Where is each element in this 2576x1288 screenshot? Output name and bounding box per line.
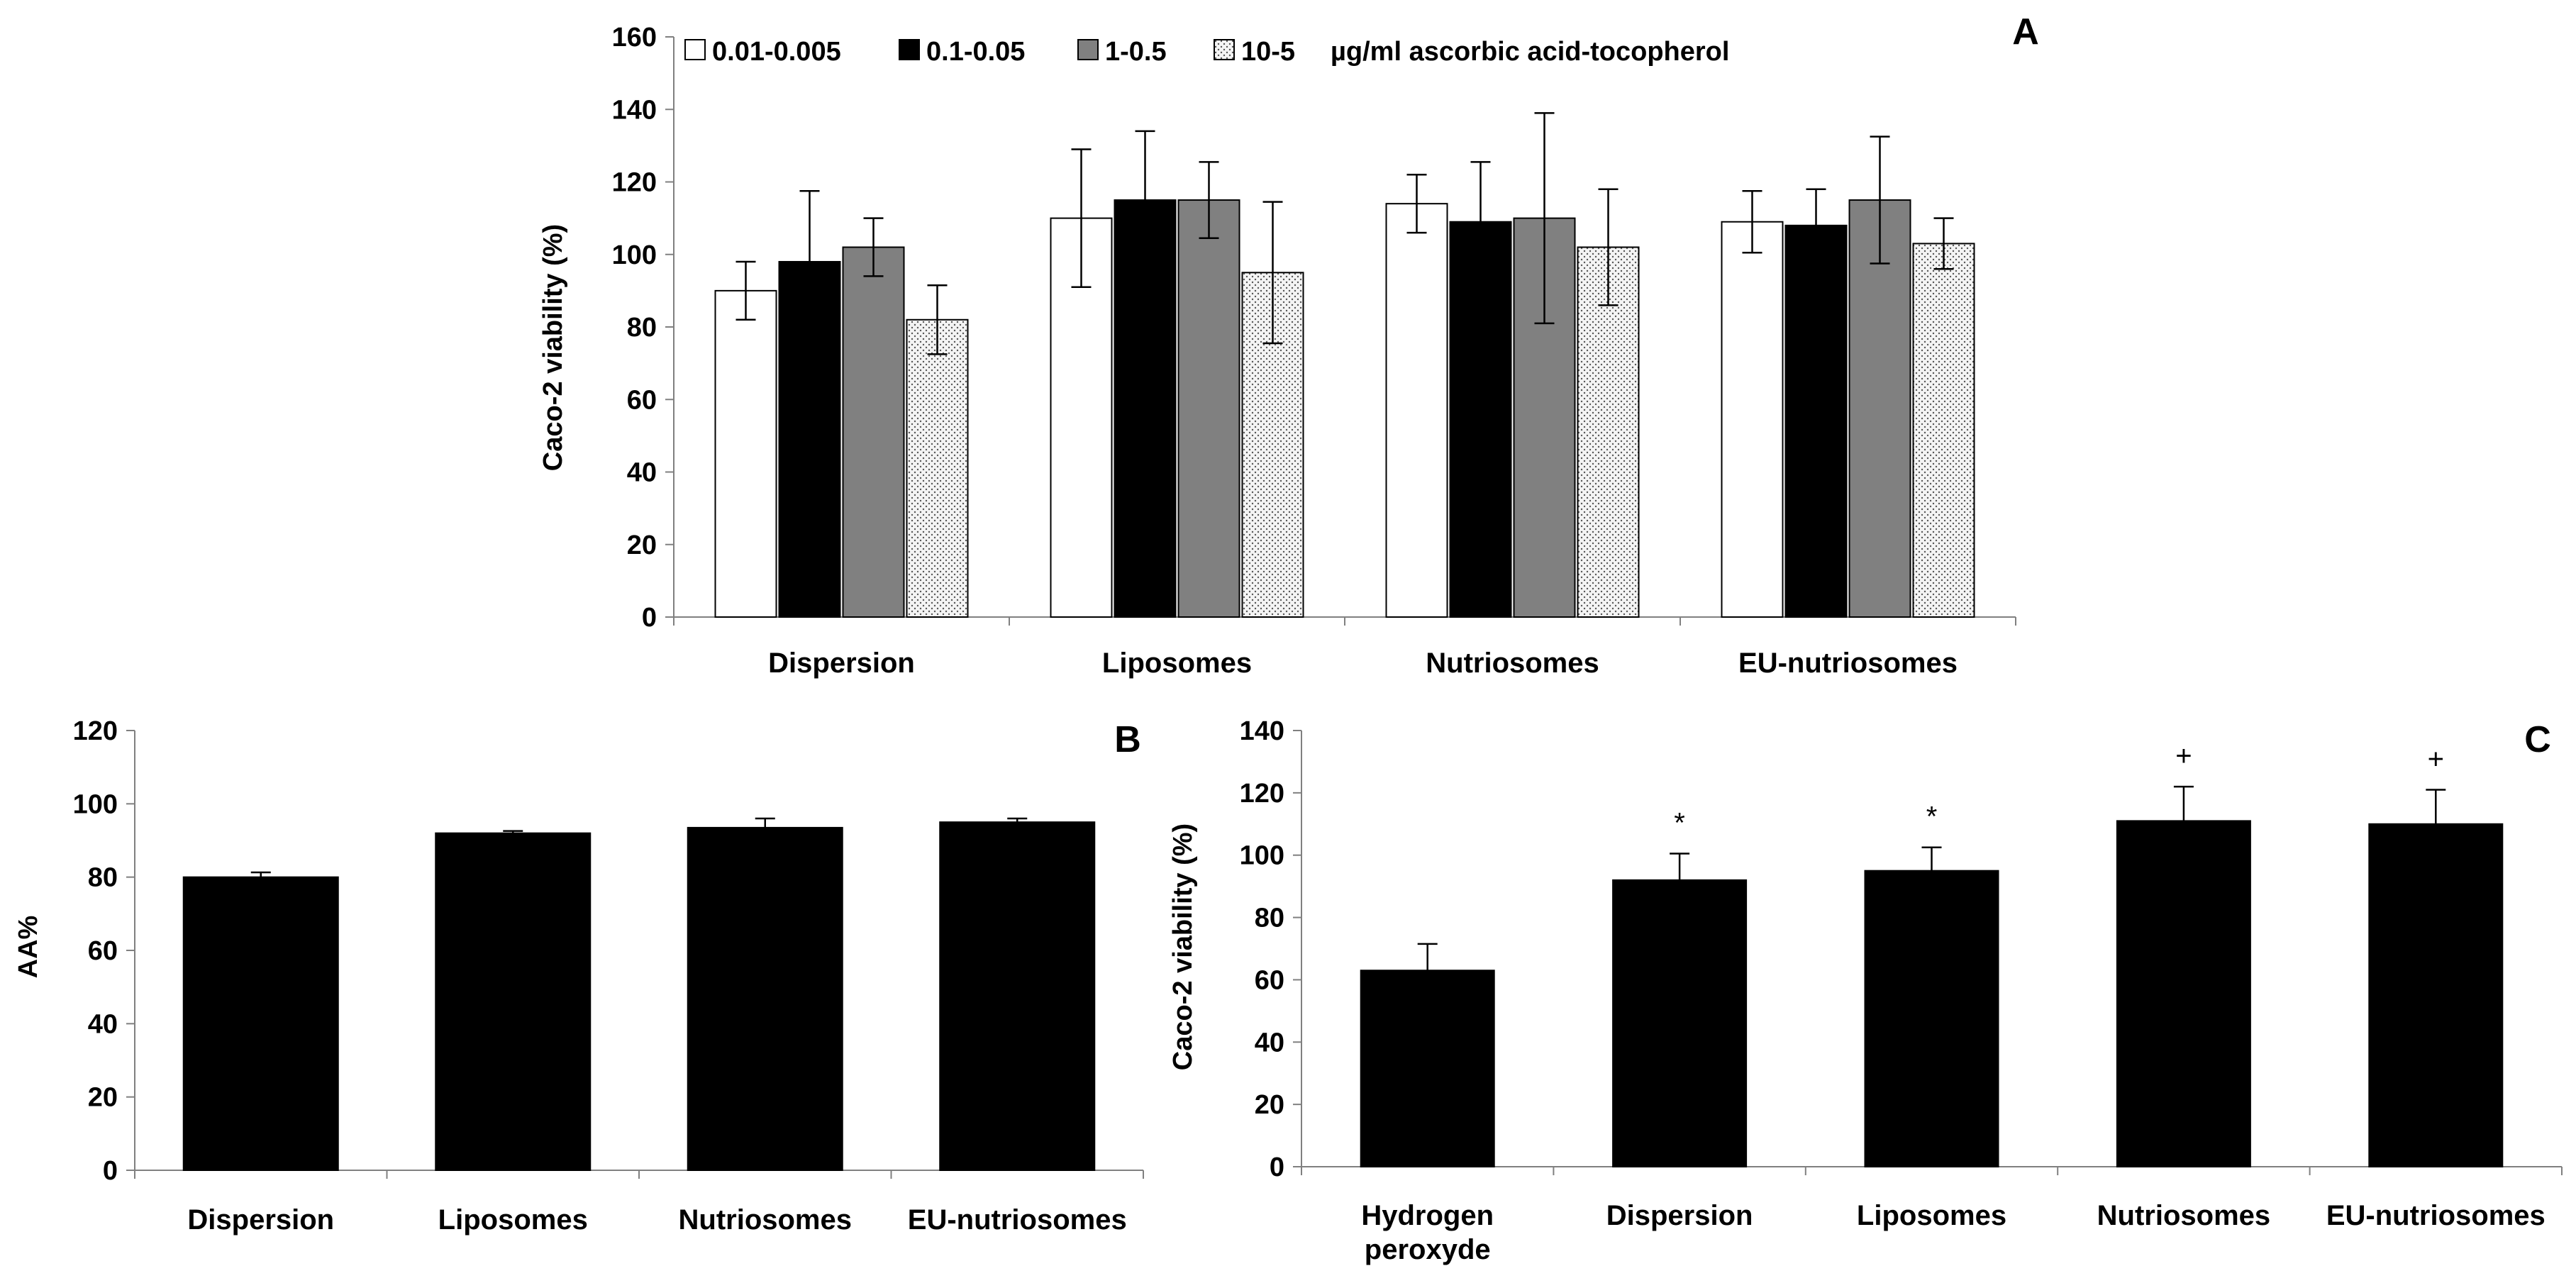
panel-c-bar (1612, 879, 1748, 1168)
panel-a-bar (1385, 203, 1448, 618)
panel-a-y-tick-label: 140 (612, 95, 657, 125)
panel-b-letter: B (1114, 719, 1141, 760)
panel-b-bar (435, 832, 592, 1171)
panel-b-y-tick-label: 0 (103, 1156, 118, 1186)
panel-b-category-label: Dispersion (187, 1204, 334, 1236)
panel-a-letter: A (2012, 11, 2039, 52)
panel-b-chart: AA% B 0 20 40 60 80 100 120 Dispersion Liposomes… (13, 716, 1144, 1236)
panel-a-y-tick-label: 40 (627, 458, 657, 488)
panel-c-category-label: EU-nutriosomes (2326, 1200, 2546, 1231)
panel-a-legend-swatch (1214, 39, 1235, 60)
panel-b-category-label: Nutriosomes (679, 1204, 853, 1236)
panel-c-category-label: Nutriosomes (2097, 1200, 2271, 1231)
panel-a-bar (1721, 221, 1784, 618)
panel-a-category-label: EU-nutriosomes (1738, 648, 1958, 679)
panel-a-y-tick-label: 80 (627, 313, 657, 343)
panel-c-y-tick-label: 120 (1240, 779, 1284, 809)
panel-b-y-tick-label: 80 (88, 863, 118, 893)
panel-a-legend-swatch (684, 39, 706, 60)
panel-c-y-axis-title: Caco-2 viability (%) (1168, 823, 1198, 1070)
panel-a-legend-label: 1-0.5 (1105, 37, 1167, 67)
panel-a-bar (1784, 224, 1848, 618)
panel-b-category-label: Liposomes (438, 1204, 588, 1236)
panel-c-bar (1360, 970, 1495, 1167)
panel-c-significance-mark: + (2175, 740, 2192, 772)
panel-b-category-label: EU-nutriosomes (908, 1204, 1127, 1236)
panel-a-legend-swatch (1077, 39, 1099, 60)
panel-a-bar (1912, 243, 1975, 618)
panel-b-bar (182, 876, 339, 1171)
panel-c-category-label: Dispersion (1606, 1200, 1753, 1231)
panel-c-bar (1864, 870, 1999, 1168)
panel-a-y-tick-label: 100 (612, 240, 657, 270)
panel-b-y-tick-label: 20 (88, 1083, 118, 1113)
panel-c-y-tick-label: 20 (1255, 1090, 1284, 1120)
panel-c-y-tick-label: 0 (1270, 1153, 1284, 1182)
panel-c-chart: Caco-2 viability (%) C 0 20 40 60 80 100 120 14… (1168, 716, 2563, 1265)
panel-a-y-tick-label: 60 (627, 385, 657, 415)
panel-b-y-tick-label: 100 (73, 789, 118, 819)
panel-a-bar (842, 246, 905, 618)
panel-c-significance-mark: * (1926, 801, 1938, 833)
panel-a-y-tick-label: 0 (642, 603, 657, 633)
panel-a-bar (906, 318, 969, 618)
panel-b-y-tick-label: 120 (73, 716, 118, 746)
panel-c-bar (2116, 820, 2251, 1167)
panel-c-y-tick-label: 100 (1240, 841, 1284, 871)
panel-a-legend-suffix: µg/ml ascorbic acid-tocopherol (1331, 37, 1729, 67)
panel-c-category-label: Hydrogen (1361, 1200, 1494, 1231)
panel-a-category-label: Nutriosomes (1426, 648, 1599, 679)
panel-b-y-axis-title: AA% (13, 916, 43, 979)
panel-a-bar (714, 289, 777, 618)
panel-a-legend-swatch (899, 39, 920, 60)
panel-a-category-label: Dispersion (768, 648, 915, 679)
panel-a-bar (1577, 246, 1640, 618)
panel-c-y-tick-label: 80 (1255, 904, 1284, 933)
panel-c-bar (2368, 823, 2504, 1168)
panel-c-category-label: Liposomes (1857, 1200, 2006, 1231)
panel-a-legend: 0.01-0.005 0.1-0.05 1-0.5 10-5 (684, 37, 1295, 67)
panel-a-legend-label: 10-5 (1241, 37, 1295, 67)
panel-c-y-tick-label: 60 (1255, 965, 1284, 995)
panel-c-letter: C (2524, 719, 2551, 760)
panel-a-chart: Caco-2 viability (%) A 0.01-0.005 0.1-0.0… (538, 11, 2039, 679)
panel-a-legend-label: 0.01-0.005 (712, 37, 841, 67)
panel-a-legend-label: 0.1-0.05 (926, 37, 1025, 67)
panel-c-y-tick-label: 40 (1255, 1028, 1284, 1057)
panel-a-y-axis-title: Caco-2 viability (%) (538, 224, 568, 471)
panel-c-y-tick-label: 140 (1240, 716, 1284, 746)
panel-b-bar (687, 826, 843, 1171)
panel-a-y-tick-label: 160 (612, 23, 657, 52)
panel-a-y-tick-label: 20 (627, 531, 657, 560)
panel-c-category-label: peroxyde (1365, 1234, 1491, 1265)
panel-b-y-tick-label: 40 (88, 1009, 118, 1039)
panel-b-y-tick-label: 60 (88, 936, 118, 966)
panel-a-bar (1177, 199, 1240, 618)
panel-b-bar (939, 821, 1096, 1171)
panel-a-bar (1449, 221, 1512, 618)
panel-a-y-tick-label: 120 (612, 168, 657, 198)
panel-c-significance-mark: * (1674, 808, 1685, 839)
panel-c-significance-mark: + (2428, 743, 2444, 775)
panel-a-category-label: Liposomes (1102, 648, 1252, 679)
